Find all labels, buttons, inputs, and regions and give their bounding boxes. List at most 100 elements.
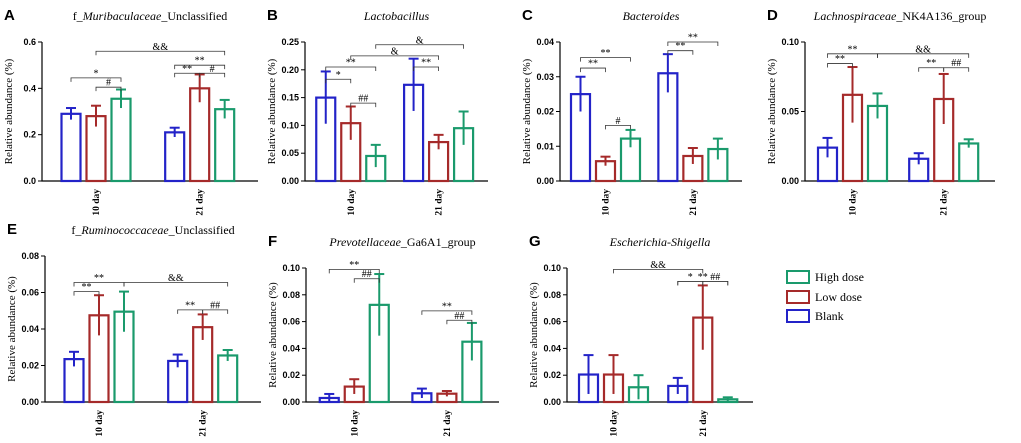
- panel-a-title: f_Muribaculaceae_Unclassified: [73, 9, 228, 23]
- panel-g-ytick-label: 0.02: [543, 370, 561, 380]
- panel-b-category-label: 21 day: [435, 189, 445, 216]
- panel-g-category-label: 10 day: [610, 410, 620, 437]
- panel-g-ytick-label: 0.10: [543, 263, 561, 273]
- panel-c-sig-bracket: [580, 67, 606, 73]
- panel-f-sig-bracket: [328, 268, 380, 274]
- panel-b-sig-bracket: [325, 78, 352, 84]
- panel-c-sig-bracket: [605, 125, 631, 130]
- panel-e-sig-bracket: [73, 291, 100, 296]
- panel-f-ytick-label: 0.04: [282, 343, 300, 353]
- panel-d-ytick-label: 0.05: [781, 107, 799, 117]
- panel-c-sig-label: **: [588, 59, 598, 70]
- panel-e-sig-bracket: [123, 282, 229, 287]
- panel-d-sig-bracket: [827, 63, 853, 68]
- panel-b: B Lactobacillus 0.00 0.05 0.10 0.15 0.20 0.25 Re…: [266, 7, 488, 216]
- panel-f-sig-label: ##: [362, 269, 372, 280]
- panel-g-sig-bracket: [613, 268, 704, 274]
- panel-c-sig-bracket: [667, 50, 694, 55]
- panel-a-bar-blank-1: [60, 112, 82, 183]
- legend-swatch-high-dose: [786, 270, 810, 284]
- panel-b-sig-bracket: [350, 102, 377, 108]
- panel-c-ylabel: Relative abundance (%): [521, 58, 533, 164]
- panel-f-sig-bracket: [421, 310, 473, 315]
- panel-b-sig-label: *: [336, 70, 341, 81]
- panel-b-sig-label: &: [391, 46, 399, 57]
- panel-e-ytick-label: 0.06: [21, 288, 39, 298]
- panel-c-sig-label: **: [688, 33, 698, 44]
- panel-a-category-label: 21 day: [196, 189, 206, 216]
- panel-e-axes: [44, 256, 261, 403]
- panel-c-sig-label: **: [675, 41, 685, 52]
- panel-g-axes: [566, 268, 753, 403]
- panel-a-bar-high-1: [110, 97, 132, 183]
- panel-c-sig-bracket: [667, 41, 719, 46]
- panel-a-sig-label: #: [210, 64, 215, 75]
- legend-label-high-dose: High dose: [815, 270, 864, 284]
- panel-e-sig-label: **: [94, 273, 104, 284]
- panel-e-letter: E: [7, 221, 17, 238]
- panel-g-ylabel: Relative abundance (%): [528, 282, 540, 388]
- legend: High dose Low dose Blank: [786, 270, 864, 323]
- panel-f-category-label: 10 day: [350, 410, 360, 437]
- panel-b-ytick-label: 0.20: [281, 65, 299, 75]
- panel-c-ytick-label: 0.02: [536, 107, 554, 117]
- panel-e-bar-high-2: [217, 354, 239, 404]
- panel-g-sig-label: &&: [650, 260, 666, 271]
- panel-e-category-label: 21 day: [199, 410, 209, 437]
- panel-c-sig-bracket: [580, 57, 631, 62]
- panel-b-letter: B: [267, 7, 278, 24]
- panel-c-ytick-label: 0.00: [536, 176, 554, 186]
- panel-d-sig-label: **: [848, 44, 858, 55]
- panel-b-ylabel: Relative abundance (%): [266, 58, 278, 164]
- panel-f-sig-bracket: [446, 319, 473, 325]
- panel-d-sig-bracket: [877, 53, 970, 58]
- panel-a-sig-bracket: [174, 64, 226, 70]
- panel-f-ytick-label: 0.06: [282, 317, 300, 327]
- panel-b-sig-label: &: [416, 35, 424, 46]
- panel-f-sig-label: ##: [454, 311, 464, 322]
- legend-label-blank: Blank: [815, 309, 844, 323]
- panel-f-ytick-label: 0.10: [282, 263, 300, 273]
- panel-d-axes: [804, 42, 995, 182]
- panel-d-ytick-label: 0.10: [781, 37, 799, 47]
- panel-b-sig-bracket: [350, 55, 439, 60]
- panel-a-sig-label: **: [195, 56, 205, 67]
- panel-f-letter: F: [268, 233, 277, 250]
- panel-c-title: Bacteroides: [623, 9, 680, 23]
- panel-a-ytick-label: 0.0: [23, 176, 36, 186]
- panel-e-ylabel: Relative abundance (%): [6, 276, 18, 382]
- panel-d-category-label: 10 day: [849, 189, 859, 216]
- panel-a-ylabel: Relative abundance (%): [3, 58, 15, 164]
- panel-e-ytick-label: 0.04: [21, 324, 39, 334]
- panel-a-sig-label: **: [182, 64, 192, 75]
- panel-g-sig-label: ##: [710, 272, 720, 283]
- legend-item-low-dose: Low dose: [786, 290, 862, 304]
- panel-a-ytick-label: 0.6: [23, 37, 36, 47]
- panel-g-category-label: 21 day: [699, 410, 709, 437]
- panel-e-category-label: 10 day: [95, 410, 105, 437]
- panel-g-title: Escherichia-Shigella: [609, 235, 711, 249]
- panel-a-bar-blank-2: [164, 131, 186, 183]
- panel-a-sig-bracket: [95, 86, 122, 92]
- panel-c-ytick-label: 0.04: [536, 37, 554, 47]
- panel-d-title: Lachnospiraceae_NK4A136_group: [813, 9, 987, 23]
- panel-d: D Lachnospiraceae_NK4A136_group 0.00 0.05 0.…: [766, 7, 995, 216]
- panel-c-sig-label: #: [616, 116, 621, 127]
- panel-f-category-label: 21 day: [443, 410, 453, 437]
- panel-g-sig-label: **: [698, 272, 708, 283]
- panel-b-ytick-label: 0.05: [281, 148, 299, 158]
- panel-e-sig-label: ##: [210, 300, 220, 311]
- panel-a-category-label: 10 day: [92, 189, 102, 216]
- panel-a-sig-label: *: [94, 68, 99, 79]
- panel-d-letter: D: [767, 7, 778, 24]
- legend-swatch-blank: [786, 309, 810, 323]
- panel-d-ylabel: Relative abundance (%): [766, 58, 778, 164]
- panel-e-ytick-label: 0.08: [21, 251, 39, 261]
- panel-b-ytick-label: 0.25: [281, 37, 299, 47]
- panel-d-bar-high-2: [958, 142, 980, 183]
- panel-f-ytick-label: 0.00: [282, 397, 300, 407]
- panel-d-sig-label: **: [926, 58, 936, 69]
